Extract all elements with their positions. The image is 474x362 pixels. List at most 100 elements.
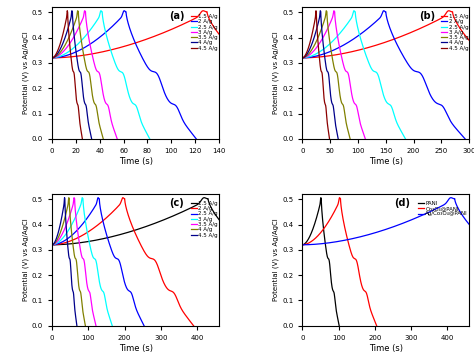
4.5 A/g — [75, 104, 81, 109]
3 A/g — [363, 137, 368, 141]
1.5 A/g — [201, 195, 207, 200]
3.5 A/g — [75, 9, 81, 13]
4 A/g — [327, 82, 332, 87]
4.5 A/g — [74, 324, 80, 328]
Line: 4.5 A/g: 4.5 A/g — [52, 198, 77, 326]
3 A/g — [53, 55, 59, 59]
2.5 A/g — [106, 42, 112, 47]
Line: 4 A/g: 4 A/g — [302, 11, 338, 139]
2 A/g — [141, 59, 147, 63]
3 A/g — [336, 42, 342, 47]
PANI — [300, 243, 305, 247]
3.5 A/g — [52, 241, 58, 246]
1.5 A/g — [354, 324, 359, 328]
4.5 A/g — [69, 59, 74, 63]
Legend: 1.5 A/g, 2 A/g, 2.5 A/g, 3 A/g, 3.5 A/g, 4 A/g, 4.5 A/g: 1.5 A/g, 2 A/g, 2.5 A/g, 3 A/g, 3.5 A/g,… — [191, 14, 218, 51]
4 A/g — [49, 56, 55, 60]
4 A/g — [66, 195, 72, 200]
Legend: 1.5 A/g, 2 A/g, 2.5 A/g, 3 A/g, 3.5 A/g, 4 A/g, 4.5 A/g: 1.5 A/g, 2 A/g, 2.5 A/g, 3 A/g, 3.5 A/g,… — [191, 201, 218, 237]
3.5 A/g — [328, 42, 333, 47]
2.5 A/g — [378, 82, 383, 87]
PANI — [322, 237, 328, 242]
2.5 A/g — [402, 137, 408, 141]
4.5 A/g — [64, 229, 69, 233]
Co₃O₄@PANI — [337, 195, 342, 200]
Line: 4 A/g: 4 A/g — [52, 11, 91, 139]
3.5 A/g — [330, 59, 336, 63]
3 A/g — [88, 246, 93, 250]
1.5 A/g — [279, 82, 284, 87]
4.5 A/g — [313, 9, 319, 13]
Co₃O₄@PANI — [345, 237, 350, 242]
2 A/g — [381, 9, 387, 13]
4.5 A/g — [67, 42, 73, 47]
4.5 A/g — [316, 50, 322, 55]
2 A/g — [300, 56, 305, 60]
3.5 A/g — [93, 104, 99, 109]
1.5 A/g — [49, 243, 55, 247]
2 A/g — [157, 269, 163, 274]
2 A/g — [133, 42, 139, 47]
2.5 A/g — [55, 241, 61, 246]
1.5 A/g — [201, 9, 206, 13]
2.5 A/g — [351, 9, 357, 13]
4.5 A/g — [64, 9, 70, 13]
3.5 A/g — [77, 246, 83, 250]
Co₃O₄@PANI — [364, 291, 369, 295]
2 A/g — [394, 42, 400, 47]
3.5 A/g — [336, 82, 341, 87]
3 A/g — [89, 50, 94, 55]
Line: 2.5 A/g: 2.5 A/g — [52, 11, 150, 139]
X-axis label: Time (s): Time (s) — [369, 157, 403, 166]
Ag/Co₃O₄@PANI — [473, 229, 474, 233]
4 A/g — [82, 324, 88, 328]
1.5 A/g — [242, 59, 248, 63]
3 A/g — [49, 56, 55, 60]
2.5 A/g — [147, 137, 153, 141]
4 A/g — [320, 42, 326, 47]
4 A/g — [72, 42, 78, 47]
Line: 4.5 A/g: 4.5 A/g — [52, 11, 82, 139]
3 A/g — [114, 137, 120, 141]
3 A/g — [53, 241, 59, 246]
1.5 A/g — [280, 269, 286, 274]
Line: 2 A/g: 2 A/g — [52, 198, 193, 326]
4 A/g — [69, 229, 74, 233]
3.5 A/g — [81, 50, 86, 55]
4 A/g — [321, 50, 327, 55]
Y-axis label: Potential (V) vs Ag/AgCl: Potential (V) vs Ag/AgCl — [273, 32, 279, 114]
1.5 A/g — [234, 237, 240, 242]
X-axis label: Time (s): Time (s) — [118, 344, 153, 353]
PANI — [328, 269, 333, 274]
2 A/g — [423, 82, 429, 87]
Line: 2.5 A/g: 2.5 A/g — [302, 11, 405, 139]
Legend: 1.5 A/g, 2 A/g, 2.5 A/g, 3 A/g, 3.5 A/g, 4 A/g, 4.5 A/g: 1.5 A/g, 2 A/g, 2.5 A/g, 3 A/g, 3.5 A/g,… — [441, 14, 468, 51]
PANI — [302, 241, 308, 246]
2.5 A/g — [108, 246, 114, 250]
Ag/Co₃O₄@PANI — [300, 243, 305, 247]
Y-axis label: Potential (V) vs Ag/AgCl: Potential (V) vs Ag/AgCl — [23, 32, 29, 114]
2 A/g — [121, 9, 127, 13]
Text: (b): (b) — [419, 11, 435, 21]
1.5 A/g — [225, 42, 231, 47]
1.5 A/g — [226, 229, 232, 233]
Line: 3 A/g: 3 A/g — [302, 11, 365, 139]
4.5 A/g — [323, 104, 328, 109]
4.5 A/g — [64, 237, 70, 242]
Line: PANI: PANI — [302, 198, 339, 326]
3.5 A/g — [76, 237, 82, 242]
4 A/g — [74, 269, 80, 274]
3 A/g — [84, 229, 90, 233]
3 A/g — [354, 104, 359, 109]
Text: (a): (a) — [169, 11, 184, 21]
Co₃O₄@PANI — [347, 246, 353, 250]
2 A/g — [139, 246, 145, 250]
Co₃O₄@PANI — [304, 241, 310, 246]
4.5 A/g — [317, 59, 322, 63]
3 A/g — [109, 324, 115, 328]
4.5 A/g — [68, 50, 73, 55]
Line: Ag/Co₃O₄@PANI: Ag/Co₃O₄@PANI — [302, 198, 474, 326]
2.5 A/g — [141, 324, 147, 328]
2 A/g — [193, 137, 199, 141]
2.5 A/g — [365, 59, 371, 63]
